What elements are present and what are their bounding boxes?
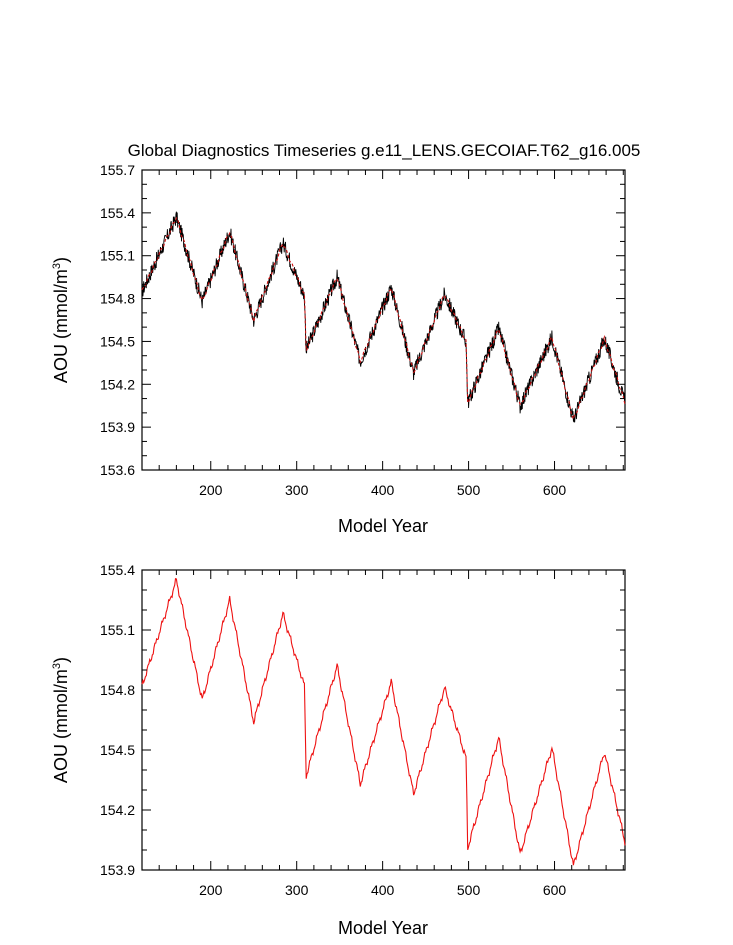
bottom-y-tick-label: 153.9 (100, 862, 135, 878)
top-y-axis-ticks: 153.6 153.9 154.2 154.5 154.8 155.1 155.4 155.7 (100, 162, 625, 478)
bottom-x-tick-label: 500 (457, 882, 481, 898)
top-series-line-1 (141, 216, 626, 421)
bottom-y-axis-label: AOU (mmol/m3) (51, 657, 71, 783)
top-y-tick-label: 154.5 (100, 333, 135, 349)
top-y-tick-label: 154.8 (100, 291, 135, 307)
bottom-series-layer (141, 578, 626, 866)
top-y-tick-label: 154.2 (100, 376, 135, 392)
bottom-x-axis-label: Model Year (338, 918, 428, 938)
bottom-x-tick-label: 600 (543, 882, 567, 898)
bottom-y-tick-label: 155.4 (100, 562, 135, 578)
bottom-y-tick-label: 155.1 (100, 622, 135, 638)
bottom-panel: 153.9 154.2 154.5 154.8 155.1 155.4 200 300 400… (51, 562, 626, 938)
top-x-tick-label: 200 (199, 482, 223, 498)
top-y-tick-label: 155.7 (100, 162, 135, 178)
top-y-tick-label: 153.9 (100, 419, 135, 435)
top-x-tick-label: 300 (285, 482, 309, 498)
chart-title: Global Diagnostics Timeseries g.e11_LENS… (128, 141, 641, 160)
top-x-tick-label: 500 (457, 482, 481, 498)
top-x-axis-label: Model Year (338, 516, 428, 536)
bottom-y-tick-label: 154.8 (100, 682, 135, 698)
top-series-line-0 (141, 211, 626, 423)
bottom-x-tick-label: 300 (285, 882, 309, 898)
top-y-axis-label: AOU (mmol/m3) (51, 257, 71, 383)
bottom-y-axis-ticks: 153.9 154.2 154.5 154.8 155.1 155.4 (100, 562, 625, 878)
bottom-x-axis-ticks: 200 300 400 500 600 (141, 570, 624, 898)
top-x-tick-label: 400 (371, 482, 395, 498)
bottom-series-line-0 (141, 578, 626, 866)
bottom-y-tick-label: 154.2 (100, 802, 135, 818)
top-y-tick-label: 153.6 (100, 462, 135, 478)
top-x-axis-ticks: 200 300 400 500 600 (141, 170, 624, 498)
top-x-tick-label: 600 (543, 482, 567, 498)
bottom-x-tick-label: 200 (199, 882, 223, 898)
bottom-x-tick-label: 400 (371, 882, 395, 898)
bottom-plot-frame (141, 569, 626, 871)
top-y-tick-label: 155.4 (100, 205, 135, 221)
top-panel: 153.6 153.9 154.2 154.5 154.8 155.1 155.4 155.7… (51, 162, 626, 536)
bottom-y-tick-label: 154.5 (100, 742, 135, 758)
top-y-tick-label: 155.1 (100, 248, 135, 264)
top-series-layer (141, 211, 626, 423)
top-plot-frame (141, 169, 626, 471)
